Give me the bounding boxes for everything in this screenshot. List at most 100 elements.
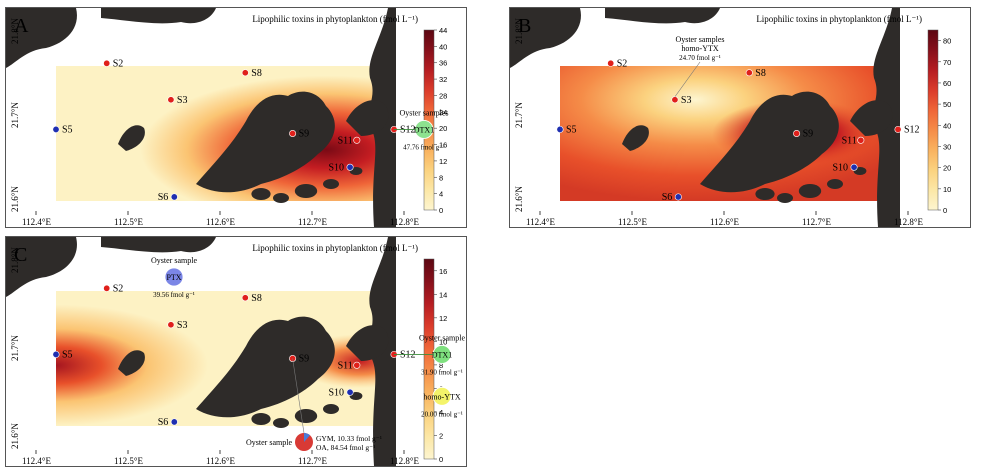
colorbar-tick-label: 20	[439, 124, 447, 133]
colorbar-title: Lipophilic toxins in phytoplankton (fmol…	[756, 14, 922, 24]
y-tick-label: 21.8°N	[10, 247, 20, 273]
station-s6	[170, 418, 178, 426]
panel-letter: C	[14, 244, 27, 266]
islet	[798, 184, 822, 198]
station-s10	[850, 163, 858, 171]
station-label: S10	[328, 162, 344, 173]
station-label: S3	[681, 95, 692, 106]
colorbar-tick-label: 30	[943, 142, 951, 151]
islet	[755, 188, 775, 200]
station-label: S9	[803, 129, 814, 140]
land-mass	[346, 100, 389, 136]
station-s12	[894, 125, 902, 133]
station-label: S6	[158, 192, 169, 203]
x-tick-label: 112.7°E	[298, 217, 328, 227]
x-tick-label: 112.4°E	[22, 217, 52, 227]
x-tick-label: 112.6°E	[206, 217, 236, 227]
station-label: S8	[755, 68, 766, 79]
annotation-value: 39.56 fmol g⁻¹	[153, 291, 195, 299]
station-s9	[289, 355, 297, 363]
land-mass	[196, 316, 335, 418]
station-s2	[103, 284, 111, 292]
station-label: S3	[177, 320, 188, 331]
station-s2	[103, 59, 111, 67]
land-mass	[6, 8, 77, 68]
station-label: S11	[338, 135, 353, 146]
colorbar-tick-label: 16	[439, 141, 447, 150]
islet	[251, 188, 271, 200]
colorbar-tick-label: 0	[439, 206, 443, 215]
map-svg: A 112.4°E 112.5°E 112.6°E 112.7°E 112.8°E 21.8…	[6, 8, 449, 227]
oyster-bubble	[164, 267, 184, 287]
land-mass	[196, 91, 335, 193]
bubble-label: DTX1	[414, 125, 434, 134]
colorbar	[423, 29, 435, 211]
station-label: S9	[299, 354, 310, 365]
x-tick-label: 112.7°E	[298, 456, 328, 466]
islet	[323, 404, 339, 414]
colorbar-tick-label: 8	[439, 173, 443, 182]
annotation-value: 31.90 fmol g⁻¹	[421, 368, 463, 376]
annotation-line: OA, 84.54 fmol g⁻¹	[316, 443, 375, 452]
station-label: S3	[177, 95, 188, 106]
colorbar-tick-label: 40	[943, 121, 951, 130]
station-label: S8	[251, 68, 262, 79]
islet	[827, 179, 843, 189]
land-mass	[605, 8, 720, 24]
station-s9	[289, 130, 297, 138]
colorbar-tick-label: 8	[439, 361, 443, 370]
annotation-line: GYM, 10.33 fmol g⁻¹	[316, 434, 382, 443]
land-mass	[101, 8, 216, 24]
oyster-bubble	[432, 386, 452, 406]
islet	[251, 413, 271, 425]
x-tick-label: 112.4°E	[526, 217, 556, 227]
colorbar-tick-label: 36	[439, 59, 447, 68]
colorbar-tick-label: 14	[439, 290, 447, 299]
station-s8	[241, 294, 249, 302]
station-s5	[52, 125, 60, 133]
station-s10	[346, 163, 354, 171]
y-tick-label: 21.8°N	[10, 18, 20, 44]
station-s2	[607, 59, 615, 67]
land-mass	[346, 325, 389, 361]
station-label: S6	[662, 192, 673, 203]
x-tick-label: 112.5°E	[114, 217, 144, 227]
x-tick-label: 112.6°E	[710, 217, 740, 227]
station-s9	[793, 130, 801, 138]
map-svg: C 112.4°E 112.5°E 112.6°E 112.7°E 112.8°E 21.8…	[6, 237, 465, 466]
map-panel-c: C 112.4°E 112.5°E 112.6°E 112.7°E 112.8°E 21.8…	[5, 236, 467, 467]
annotation-title: Oyster sample	[151, 256, 197, 265]
land-mass	[850, 100, 893, 136]
station-s11	[353, 136, 361, 144]
y-tick-label: 21.6°N	[10, 186, 20, 212]
x-tick-label: 112.8°E	[894, 217, 924, 227]
station-s6	[170, 193, 178, 201]
bubble-label: DTX1	[432, 350, 452, 359]
land-mass	[622, 125, 649, 151]
station-s3	[671, 96, 679, 104]
colorbar-tick-label: 32	[439, 75, 447, 84]
x-tick-label: 112.5°E	[114, 456, 144, 466]
colorbar-tick-label: 40	[439, 42, 447, 51]
colorbar-tick-label: 80	[943, 37, 951, 46]
islet	[294, 184, 318, 198]
annotation-value: 24.70 fmol g⁻¹	[679, 54, 721, 62]
x-tick-label: 112.8°E	[390, 456, 420, 466]
land-mass	[700, 91, 839, 193]
annotation-line: homo-YTX	[681, 44, 719, 53]
station-label: S2	[113, 283, 124, 294]
annotation-title: Oyster samples	[399, 108, 448, 117]
station-s11	[353, 361, 361, 369]
annotation-value: 47.76 fmol g⁻¹	[403, 143, 445, 151]
colorbar-tick-label: 60	[943, 79, 951, 88]
x-tick-label: 112.7°E	[802, 217, 832, 227]
colorbar-tick-label: 0	[439, 455, 443, 464]
islet	[323, 179, 339, 189]
land-mass	[101, 237, 216, 253]
station-s8	[241, 69, 249, 77]
colorbar-tick-label: 16	[439, 267, 447, 276]
y-tick-label: 21.7°N	[10, 102, 20, 128]
colorbar-tick-label: 24	[439, 108, 447, 117]
station-s10	[346, 388, 354, 396]
colorbar-tick-label: 20	[943, 164, 951, 173]
